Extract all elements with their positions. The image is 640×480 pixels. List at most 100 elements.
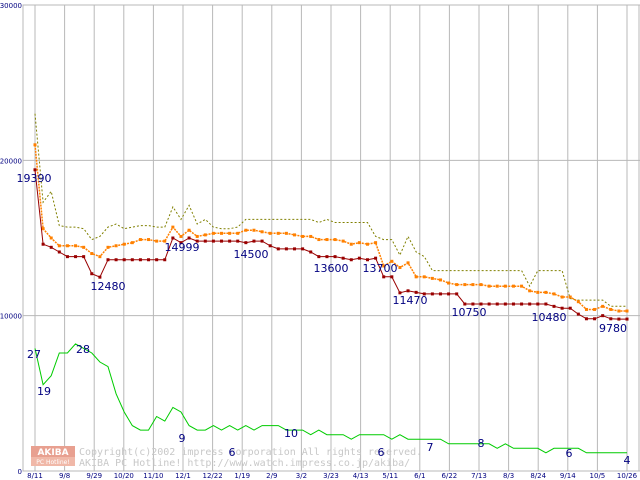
minimum-price-point [236, 239, 240, 243]
average-price-point [236, 231, 240, 235]
average-price-point [122, 242, 126, 246]
data-label: 7 [427, 441, 434, 454]
average-price-point [593, 307, 597, 311]
logo-text-bottom: PC Hotline! [36, 459, 69, 466]
minimum-price-point [301, 247, 305, 251]
minimum-price-point [82, 255, 86, 259]
minimum-price-point [179, 241, 183, 245]
data-label: 11470 [393, 294, 428, 307]
logo-box-top [31, 446, 75, 457]
minimum-price-point [568, 306, 572, 310]
data-label: 10480 [532, 311, 567, 324]
x-tick-label: 11/10 [143, 472, 163, 480]
minimum-price-point [114, 258, 118, 262]
average-price-point [438, 278, 442, 282]
data-label: 12480 [91, 280, 126, 293]
minimum-price-point [528, 302, 532, 306]
minimum-price-point [487, 302, 491, 306]
data-label: 19 [37, 385, 51, 398]
average-price-point [260, 230, 264, 234]
y-tick-label: 0 [18, 468, 22, 476]
minimum-price-point [584, 317, 588, 321]
average-price-point [584, 307, 588, 311]
minimum-price-point [341, 256, 345, 260]
minimum-price-point [268, 244, 272, 248]
x-tick-label: 1/19 [234, 472, 250, 480]
average-price-point [463, 283, 467, 287]
average-price-point [301, 234, 305, 238]
data-label: 6 [229, 446, 236, 459]
minimum-price-point [325, 255, 329, 259]
average-price-point [325, 238, 329, 242]
shop-count-line [34, 343, 627, 454]
data-label: 4 [624, 454, 631, 467]
average-price-point [617, 309, 621, 313]
average-price-point [106, 245, 110, 249]
data-label: 14500 [234, 248, 269, 261]
average-price-point [560, 295, 564, 299]
minimum-price-point [511, 302, 515, 306]
average-price-point [195, 234, 199, 238]
data-label: 28 [76, 343, 90, 356]
x-tick-label: 10/20 [114, 472, 134, 480]
average-price-point [317, 238, 321, 242]
minimum-price-point [252, 239, 256, 243]
average-price-point [447, 281, 451, 285]
minimum-price-point [398, 291, 402, 295]
data-label: 19390 [17, 172, 52, 185]
minimum-price-point [479, 302, 483, 306]
average-price-point [601, 304, 605, 308]
x-axis-labels: 8/11 9/8 9/29 10/20 11/10 12/1 12/22 1/19 2/9 3/2… [27, 472, 637, 480]
average-price-point [276, 231, 280, 235]
average-price-point [333, 238, 337, 242]
average-price-point [528, 289, 532, 293]
minimum-price-point [390, 275, 394, 279]
minimum-price-point [438, 292, 442, 296]
x-tick-label: 4/13 [353, 472, 369, 480]
logo-text-top: AKIBA [37, 448, 68, 458]
average-price-point [341, 239, 345, 243]
minimum-price-point [536, 302, 540, 306]
average-price-point [147, 238, 151, 242]
x-tick-label: 12/22 [203, 472, 223, 480]
minimum-price-point [211, 239, 215, 243]
minimum-price-point [422, 292, 426, 296]
minimum-price-point [203, 239, 207, 243]
site-url-line: AKIBA PC Hotline! http://www.watch.impre… [79, 458, 410, 469]
average-price-point [130, 241, 134, 245]
minimum-price-point [106, 258, 110, 262]
average-price-point [414, 275, 418, 279]
minimum-price-point [130, 258, 134, 262]
average-price-point [520, 284, 524, 288]
data-label: 13700 [363, 262, 398, 275]
minimum-price-point [447, 292, 451, 296]
minimum-price-point [463, 302, 467, 306]
minimum-price-point [228, 239, 232, 243]
minimum-price-point [74, 255, 78, 259]
data-label: 9 [179, 432, 186, 445]
minimum-price-point [374, 256, 378, 260]
data-label: 6 [378, 446, 385, 459]
x-tick-label: 3/2 [296, 472, 307, 480]
average-price-point [471, 283, 475, 287]
average-price-point [422, 275, 426, 279]
average-price-point [179, 234, 183, 238]
minimum-price-point [503, 302, 507, 306]
minimum-price-point [293, 247, 297, 251]
minimum-price-point [155, 258, 159, 262]
grid-lines [22, 4, 640, 472]
minimum-price-point [430, 292, 434, 296]
minimum-price-point [544, 302, 548, 306]
average-price-point [625, 309, 629, 313]
minimum-price-point [122, 258, 126, 262]
minimum-price-point [617, 317, 621, 321]
watermark: AKIBA PC Hotline! Copyright(c)2002 impre… [31, 446, 422, 469]
average-price-point [382, 264, 386, 268]
average-price-point [398, 266, 402, 270]
series-layer [33, 113, 629, 454]
max-price-line [34, 113, 627, 307]
average-price-point [479, 283, 483, 287]
data-label: 9780 [599, 322, 627, 335]
minimum-price-point [520, 302, 524, 306]
average-price-point [220, 231, 224, 235]
